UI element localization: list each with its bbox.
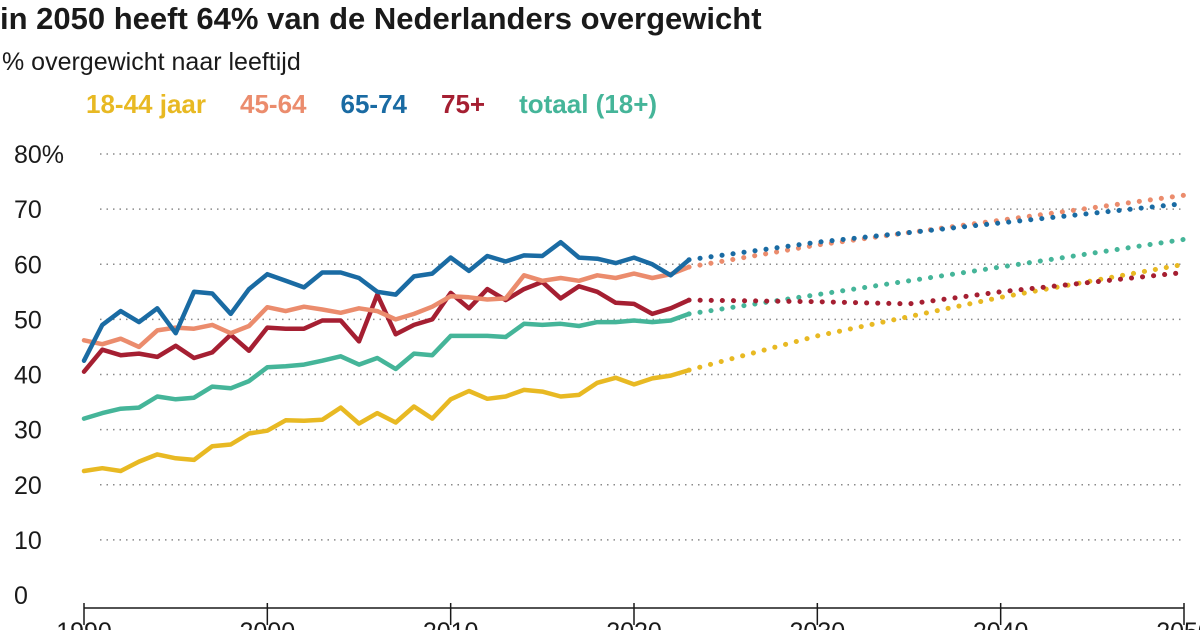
y-tick-label: 60 (14, 251, 42, 279)
y-tick-label: 80% (14, 141, 64, 169)
legend-item-0: 18-44 jaar (86, 88, 206, 119)
legend-item-1: 45-64 (239, 88, 307, 119)
y-tick-label: 50 (14, 306, 42, 334)
y-axis-ticks: 0 10 20 30 40 50 60 70 80% (14, 141, 64, 610)
series-line-4 (81, 311, 692, 421)
legend-item-4: totaal (18+) (519, 88, 658, 119)
legend-item-3: 75+ (440, 88, 486, 119)
series-projection-3 (686, 270, 1187, 307)
x-tick-label: 2010 (423, 618, 479, 630)
series-projection-4 (686, 236, 1187, 317)
x-tick-label: 2040 (973, 618, 1029, 630)
y-tick-label: 0 (14, 582, 28, 610)
series-line-0 (81, 367, 692, 474)
y-tick-label: 40 (14, 362, 42, 390)
legend-item-2: 65-74 (340, 88, 407, 119)
y-tick-label: 10 (14, 527, 42, 555)
y-tick-label: 30 (14, 417, 42, 445)
x-tick-label: 2050 (1156, 618, 1200, 630)
series-projection-1 (686, 192, 1187, 270)
legend: 18-44 jaar 45-64 65-74 75+ totaal (18+) (86, 84, 657, 124)
x-tick-label: 2020 (606, 618, 662, 630)
x-tick-label: 1990 (56, 618, 112, 630)
series-projection-0 (686, 261, 1187, 373)
series-projection-2 (686, 201, 1187, 263)
series-line-2 (81, 239, 692, 363)
y-tick-label: 20 (14, 472, 42, 500)
x-tick-label: 2000 (240, 618, 296, 630)
chart-subtitle: % overgewicht naar leeftijd (2, 48, 301, 76)
chart-title: in 2050 heeft 64% van de Nederlanders ov… (0, 1, 762, 36)
gridlines (100, 153, 1184, 541)
series-line-1 (81, 264, 692, 350)
y-tick-label: 70 (14, 196, 42, 224)
series-lines (81, 192, 1187, 474)
